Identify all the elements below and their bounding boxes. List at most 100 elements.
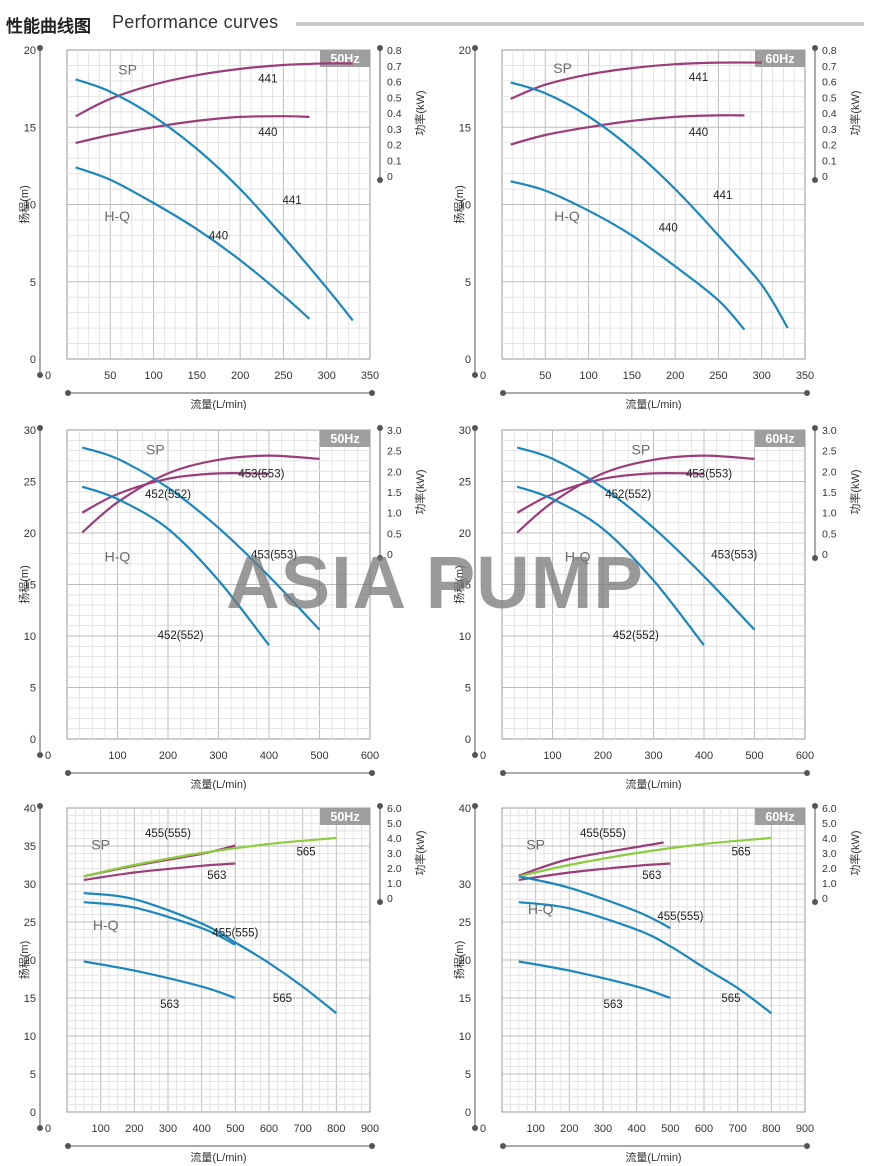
y-tick-label: 20 [24,955,36,967]
y2-tick-label: 0.1 [387,155,402,167]
x-axis-label: 流量(L/min) [625,1150,681,1164]
x-axis-end-dot [65,1143,71,1149]
power-curve-565 [83,836,337,878]
y2-tick-label: 5.0 [387,818,402,830]
freq-tag: 50Hz [330,810,359,824]
y2-tick-label: 2.0 [387,466,402,478]
x-tick-label: 500 [745,750,763,762]
curve-label: 453(553) [686,468,732,480]
y2-tick-label: 0 [387,171,393,183]
y-axis-end-dot [37,45,43,51]
power-curve-455(555) [518,841,664,877]
y-tick-label: 0 [30,734,36,746]
chart-50hz-455-563-565: 0 5 10 15 20 25 30 35 40 扬程(m) 0 1.0 2.0 3.0 4.0 5.0 6.0… [17,803,427,1164]
x-tick-label: 900 [796,1123,814,1135]
y-tick-label: 20 [459,955,471,967]
head-curve-441 [510,81,789,329]
y-tick-label: 0 [30,1107,36,1119]
chart-50hz-440-441: 0 5 10 15 20 扬程(m) 0 0.1 0.2 0.3 0.4 0.5 0.6 0.7 0.8 功率… [17,45,427,410]
curve-group-label: H-Q [565,549,591,565]
freq-tag-bg [320,808,370,825]
y2-axis-end-dot [377,899,383,905]
curve-group-label: H-Q [528,901,554,917]
curve-label: 452(552) [158,630,204,642]
y2-tick-label: 0 [822,171,828,183]
y2-tick-label: 3.0 [822,425,837,437]
x-tick-label: 200 [231,370,249,382]
y-tick-label: 40 [459,803,471,815]
y-tick-label: 5 [465,1069,471,1081]
power-curve-452(552) [81,472,270,514]
y-tick-label: 5 [30,683,36,695]
y-axis-label: 扬程(m) [17,565,31,604]
y2-axis-label: 功率(kW) [848,90,862,135]
y2-axis-end-dot [377,177,383,183]
curve-label: 565 [273,993,292,1005]
y2-tick-label: 0.2 [822,140,837,152]
x-tick-label: 100 [543,750,561,762]
y-axis-end-dot [472,425,478,431]
y2-tick-label: 6.0 [387,803,402,815]
y-tick-label: 30 [459,425,471,437]
power-curve-565 [518,836,772,878]
curve-label: 452(552) [605,489,651,501]
head-curve-440 [510,180,746,331]
page-title-en: Performance curves [112,12,279,32]
curve-label: 452(552) [613,630,659,642]
curve-label: 453(553) [711,550,757,562]
y-tick-label: 35 [24,841,36,853]
y-axis-label: 扬程(m) [452,185,466,224]
x-axis-end-dot [804,390,810,396]
x-tick-label: 400 [192,1123,210,1135]
curve-label: 455(555) [580,828,626,840]
curve-label: 563 [604,999,623,1011]
curve-label: 441 [282,195,301,207]
y2-tick-label: 2.0 [387,863,402,875]
curve-group-label: H-Q [104,208,130,224]
y2-axis-end-dot [812,899,818,905]
head-curve-455(555) [83,901,236,946]
x-tick-label: 700 [728,1123,746,1135]
x-axis-end-dot [369,770,375,776]
y-tick-label: 30 [24,425,36,437]
y2-axis-end-dot [377,803,383,809]
x-tick-label: 100 [91,1123,109,1135]
x-tick-label: 600 [695,1123,713,1135]
y-tick-label: 15 [459,993,471,1005]
x-axis-end-dot [804,770,810,776]
y-axis-label: 扬程(m) [17,185,31,224]
x-tick-label: 200 [560,1123,578,1135]
y-axis-label: 扬程(m) [452,941,466,980]
y2-axis-label: 功率(kW) [848,830,862,875]
head-curve-455(555) [518,875,671,930]
curve-label: 453(553) [238,468,284,480]
x-tick-label: 350 [361,370,379,382]
x-tick-label: 50 [539,370,551,382]
curve-label: 440 [209,230,228,242]
head-curve-440 [75,166,311,320]
freq-tag: 50Hz [330,432,359,446]
x-axis-end-dot [500,390,506,396]
x-tick-label: 300 [209,750,227,762]
y-axis-end-dot [37,1125,43,1131]
y-axis-end-dot [472,803,478,809]
x-tick-label: 400 [627,1123,645,1135]
x-tick-label: 600 [260,1123,278,1135]
freq-tag-bg [755,430,805,447]
curve-label: 565 [731,847,750,859]
curve-group-label: H-Q [105,549,131,565]
head-curve-453(553) [81,446,321,631]
x-tick-label: 150 [188,370,206,382]
x-tick-label: 250 [709,370,727,382]
y2-tick-label: 2.0 [822,863,837,875]
y-tick-label: 10 [459,631,471,643]
y-axis-end-dot [472,372,478,378]
head-curve-453(553) [516,446,756,631]
x-tick-label: 400 [260,750,278,762]
curve-label: 565 [296,847,315,859]
x-tick-label: 350 [796,370,814,382]
y-tick-label: 10 [459,200,471,212]
y2-tick-label: 0.6 [387,77,402,89]
y2-tick-label: 2.5 [387,446,402,458]
y-axis-end-dot [37,752,43,758]
